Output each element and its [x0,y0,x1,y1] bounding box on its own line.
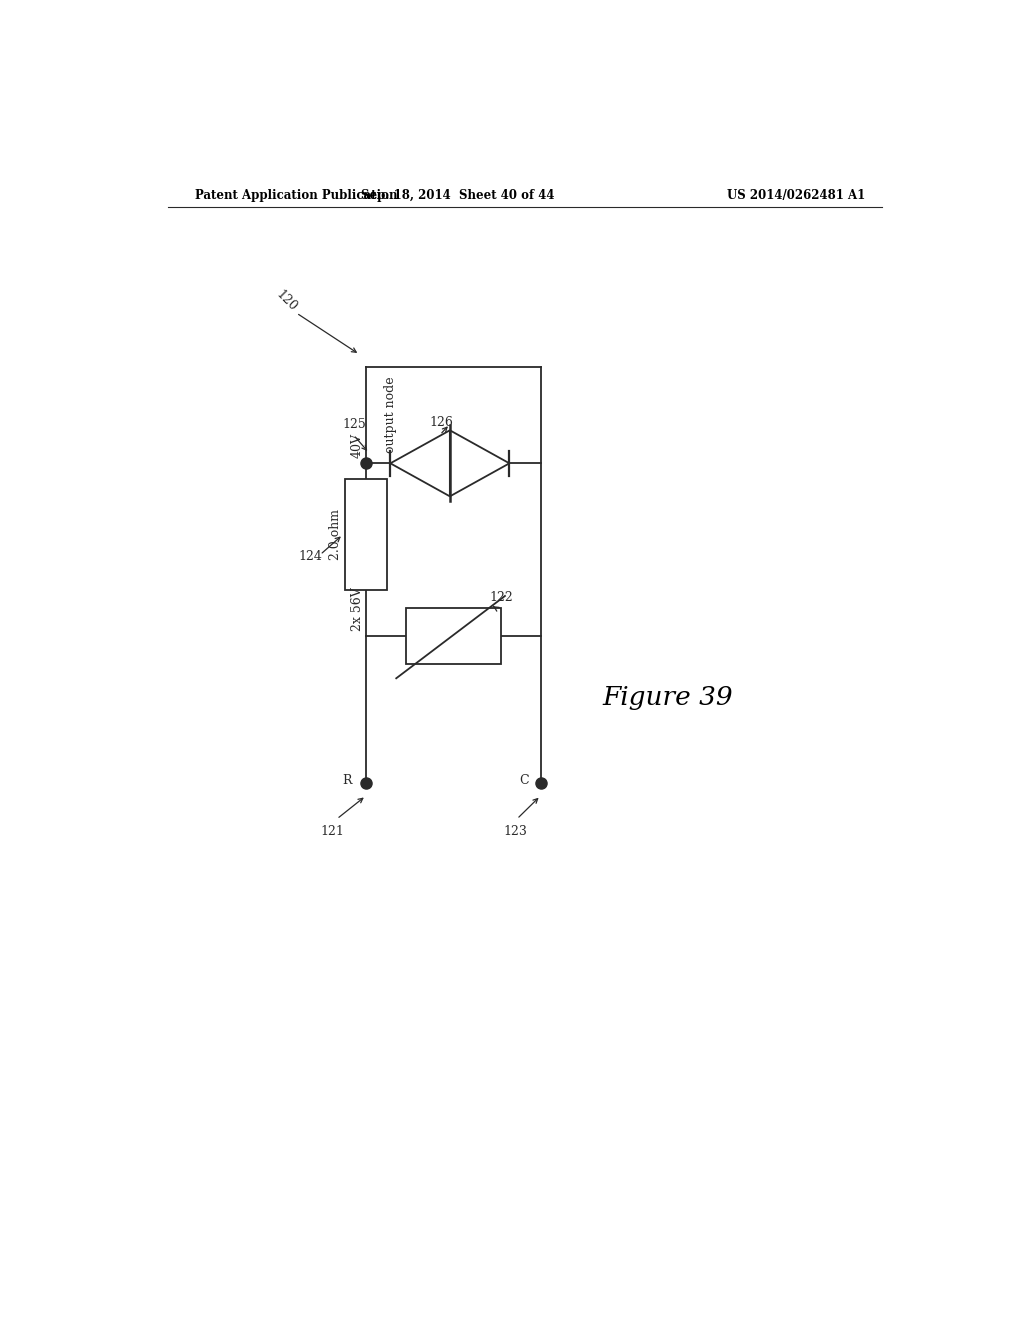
Text: 124: 124 [299,550,323,564]
Text: Patent Application Publication: Patent Application Publication [196,189,398,202]
Bar [406,609,501,664]
Text: 2x 56V: 2x 56V [350,587,364,631]
Text: 122: 122 [489,591,513,605]
Text: US 2014/0262481 A1: US 2014/0262481 A1 [727,189,865,202]
Polygon shape [390,430,450,496]
Text: 123: 123 [504,825,527,838]
Text: C: C [519,774,528,787]
Text: 126: 126 [429,416,454,429]
Text: 40V: 40V [350,433,364,458]
Polygon shape [450,430,509,496]
Text: Figure 39: Figure 39 [602,685,733,710]
Text: 120: 120 [273,288,300,314]
Text: 2.0 ohm: 2.0 ohm [330,510,342,560]
Text: Sep. 18, 2014  Sheet 40 of 44: Sep. 18, 2014 Sheet 40 of 44 [360,189,554,202]
Text: output node: output node [384,376,396,453]
Bar [345,479,387,590]
Text: R: R [342,774,352,787]
Text: 121: 121 [321,825,345,838]
Text: 125: 125 [342,418,366,432]
